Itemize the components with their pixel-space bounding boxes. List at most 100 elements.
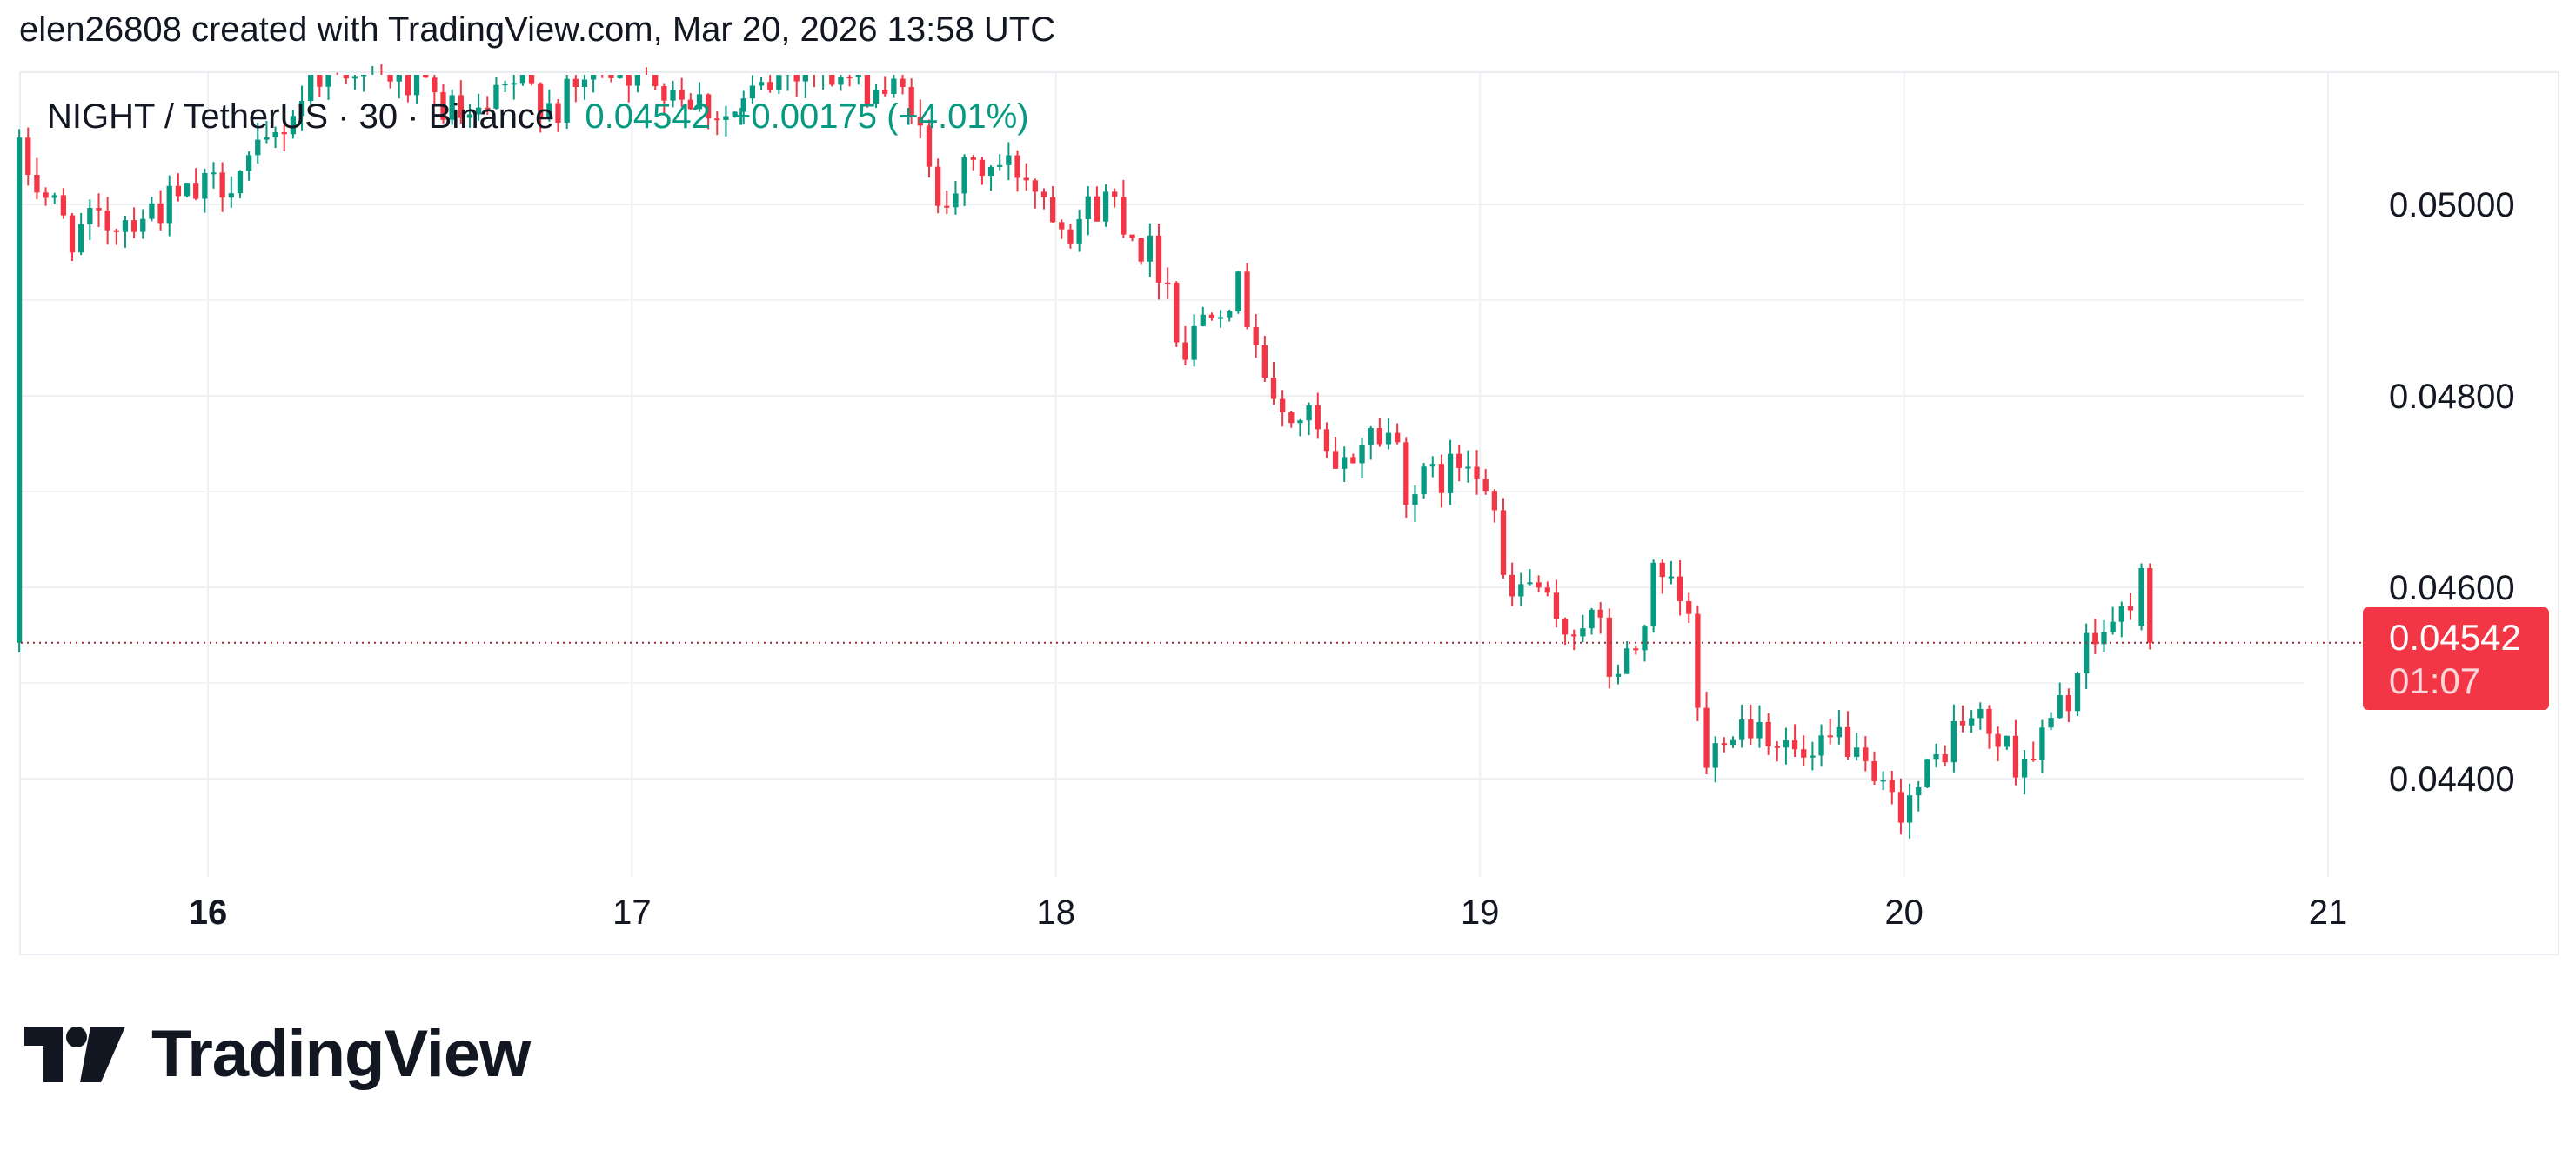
candle-body [1880,780,1886,782]
candle-body [1553,592,1560,619]
candle-body [891,78,897,94]
candle-body [581,79,588,87]
candle-body [679,90,685,100]
candle-body [1270,378,1277,399]
candle-body [175,185,182,197]
candle-body [793,75,800,82]
candle-body [1474,466,1480,479]
candle-body [1227,311,1233,318]
candle-body [317,75,323,87]
candle-body [1491,491,1498,511]
time-tick-label: 20 [1884,893,1924,932]
candle-body [1059,222,1065,230]
candle-body [917,116,923,126]
price-axis: 0.05000 0.04800 0.04600 0.04400 [2389,186,2515,799]
candle-body [360,75,367,77]
candle-body [1244,271,1250,327]
symbol-title: NIGHT / TetherUS · 30 · Binance [47,97,555,136]
candle-body [1456,453,1462,468]
candle-body [1174,282,1180,343]
candle-body [2127,606,2134,611]
candle-body [1376,428,1382,445]
candle-body [2065,695,2072,712]
candle-body [538,83,544,117]
candle-body [1791,740,1798,750]
candle-body [740,98,746,112]
candle-body [2147,568,2153,643]
candle-body [1323,429,1330,452]
tradingview-logo: TradingView [24,1016,531,1092]
candle-body [1165,282,1171,284]
candle-body [2092,632,2098,645]
candle-body [104,210,110,231]
candle-body [78,224,84,253]
candle-body [705,94,712,119]
candle-body [2057,695,2063,719]
price-tick-label: 0.04400 [2389,760,2515,799]
candle-body [1261,345,1268,378]
candle-body [1739,719,1745,740]
candle-body [961,157,967,194]
candle-body [1615,673,1622,677]
candle-body [1589,609,1595,629]
candle-body [405,75,411,96]
candle-body [1810,755,1816,758]
candle-body [908,86,914,117]
candle-body [298,101,305,117]
candle-body [325,75,331,87]
candle-body [1597,609,1603,618]
candle-body [1280,398,1286,412]
candle-body [1863,747,1869,761]
candle-body [343,75,349,79]
candle-body [1482,478,1489,492]
candle-body [2084,632,2090,674]
candle-body [255,139,261,156]
candle-body [1315,405,1321,430]
candle-body [34,174,40,193]
candle-body [882,90,888,94]
candle-body [838,77,844,85]
candle-body [1288,412,1295,424]
symbol-legend: NIGHT / TetherUS · 30 · Binance 0.04542 … [47,97,1029,137]
candle-body [149,203,155,219]
candle-body [1924,759,1930,788]
candle-body [1659,562,1665,578]
candle-body [696,94,703,110]
candle-body [351,76,358,79]
candle-body [1633,648,1639,651]
candle-body [60,195,67,216]
candle-body [855,75,861,77]
candle-body [590,75,597,80]
candle-body [1306,405,1312,421]
candle-body [245,155,252,171]
candle-body [1827,735,1833,738]
candle-body [1527,582,1533,585]
candle-body [1836,726,1843,738]
last-price-value: 0.04542 [2389,617,2521,658]
candle-body [572,78,579,87]
candle-body [661,86,667,101]
candle-body [1562,619,1569,635]
candle-body [1986,708,1992,734]
candle-body [1191,325,1197,360]
candle-body [1676,576,1683,602]
candle-body [1801,749,1807,758]
candle-body [846,77,853,79]
time-axis: 16 17 18 19 20 21 [189,893,2348,932]
candle-body [219,172,225,198]
candle-body [652,75,659,87]
candle-body [281,132,287,135]
time-tick-label: 17 [612,893,652,932]
candle-body [157,203,164,224]
candle-body [1818,735,1824,756]
candle-body [413,75,420,96]
candle-body [1571,634,1577,637]
candle-body [546,103,552,117]
candle-body [1032,180,1038,192]
candle-body [555,103,561,123]
candle-body [1942,753,1948,763]
time-tick-label: 19 [1461,893,1500,932]
candle-body [87,208,93,224]
candle-body [184,183,191,197]
